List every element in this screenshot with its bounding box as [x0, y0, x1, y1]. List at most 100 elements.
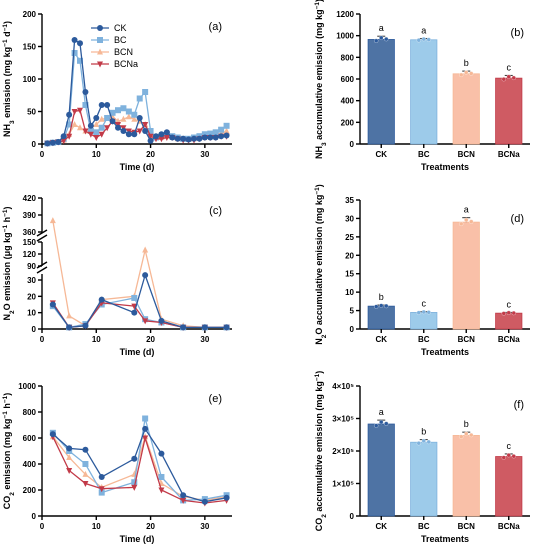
data-point-CK [87, 122, 94, 129]
replicate-dot-BC [426, 310, 431, 315]
significance-letter-BC: a [421, 25, 426, 35]
bar-CK [367, 39, 395, 145]
data-point-BCNa [60, 138, 67, 145]
y-tick-label: 30 [27, 276, 36, 285]
data-point-CK [158, 450, 165, 457]
legend-label-BC: BC [114, 35, 127, 45]
y-axis-label: N2O accumulative emission (mg kg−1) [314, 184, 328, 345]
replicate-dot-BC [421, 438, 426, 444]
bar-BC [410, 312, 438, 330]
data-point-CK [201, 134, 208, 141]
label-part: −1 [2, 24, 9, 32]
data-point-BCN [66, 312, 73, 319]
significance-letter-BCNa: c [507, 299, 512, 309]
panel-label: (f) [514, 399, 524, 411]
y-tick-label: 10 [27, 309, 36, 318]
y-tick-label: 4×10⁵ [332, 382, 354, 391]
panel-label: (b) [511, 27, 524, 39]
significance-letter-BCN: b [464, 58, 469, 68]
significance-letter-CK: a [379, 407, 384, 417]
x-axis-label: Treatments [421, 534, 469, 544]
data-point-BC [77, 57, 83, 64]
data-point-BCN [98, 115, 105, 122]
label-part: CO [314, 518, 324, 532]
series-line-BC [52, 418, 227, 502]
x-tick-label: 10 [92, 150, 101, 159]
data-point-BCNa [77, 107, 83, 114]
data-point-CK [196, 135, 203, 142]
significance-letter-BCNa: c [507, 62, 512, 72]
axis-break-mark [36, 229, 48, 237]
data-point-BC [98, 124, 105, 131]
x-tick-label-BC: BC [418, 522, 430, 531]
data-point-CK [115, 124, 121, 131]
data-point-BC [223, 122, 230, 129]
data-point-CK [82, 89, 89, 95]
replicate-dot-BCN [469, 71, 474, 76]
data-point-BC [98, 489, 105, 496]
label-part: 2 [9, 492, 16, 496]
data-point-BCNa [180, 497, 187, 504]
x-tick-label: 0 [40, 522, 45, 531]
x-tick-label-BCNa: BCNa [498, 522, 520, 531]
axis-break-mark [36, 266, 48, 274]
label-part: d [2, 31, 12, 39]
panel-label: (a) [209, 21, 222, 33]
y-tick-label: 420 [23, 194, 37, 203]
replicate-dot-CK [379, 419, 384, 425]
series-line-BCNa [52, 435, 227, 504]
series-line-BCNa [52, 302, 227, 329]
data-point-BCNa [142, 318, 149, 325]
label-part: −1 [2, 39, 9, 47]
data-point-BCN [66, 454, 73, 460]
data-point-BC [93, 129, 100, 136]
x-tick-label: 20 [146, 335, 155, 344]
data-point-CK [207, 134, 214, 141]
x-tick-label: 10 [92, 335, 101, 344]
label-part: N [314, 338, 324, 345]
y-tick-label: 800 [23, 408, 37, 417]
replicate-dot-BCN [469, 432, 474, 438]
data-point-CK [131, 309, 138, 316]
line-chart-(e): 0 200 400 600 800 1000 0 10 20 30 Time (d) CO2 emis… [2, 382, 232, 544]
data-point-BCNa [87, 131, 94, 138]
label-part: O emission (μg kg [2, 232, 12, 310]
replicate-dot-BC [416, 310, 421, 315]
y-tick-label: 3×10⁵ [332, 415, 354, 424]
legend-label-CK: CK [114, 23, 127, 33]
legend: CK BC BCN BCNa [91, 23, 138, 69]
data-point-BCNa [82, 128, 89, 135]
data-point-CK [201, 324, 208, 331]
axis-break-mark [36, 234, 48, 242]
x-axis-label: Time (d) [120, 347, 155, 357]
data-point-CK [180, 492, 187, 499]
bar-BCNa [495, 312, 523, 330]
x-tick-label-BCNa: BCNa [498, 335, 520, 344]
data-point-BCNa [98, 131, 105, 138]
replicate-dot-BC [421, 309, 426, 315]
data-point-CK [55, 139, 62, 146]
y-tick-label: 0 [32, 140, 37, 149]
data-point-BC [212, 129, 219, 136]
replicate-dot-BCNa [501, 311, 506, 316]
y-tick-label: 15 [345, 270, 354, 279]
data-point-BC [142, 89, 149, 95]
y-tick-label: 200 [341, 118, 355, 127]
data-point-CK [71, 37, 78, 43]
panel-label: (c) [209, 205, 222, 217]
significance-letter-BCNa: c [507, 441, 512, 451]
bar-BCN [452, 73, 480, 145]
data-point-BC [218, 126, 225, 133]
bar-chart-(f): 0 1×10⁵ 2×10⁵ 3×10⁵ 4×10⁵ a CK b BC b BCN c BCNa Trea… [314, 371, 530, 544]
data-point-BCN [82, 470, 89, 477]
data-point-CK [125, 131, 132, 138]
y-tick-label: 0 [32, 325, 37, 334]
significance-letter-BC: b [421, 427, 426, 437]
data-point-CK [49, 139, 56, 146]
replicate-dot-BC [416, 441, 421, 446]
label-part: emission (mg kg [2, 47, 12, 121]
y-tick-label: 400 [341, 97, 355, 106]
data-point-BCN [93, 121, 100, 127]
data-point-CK [98, 102, 105, 108]
panel-label: (d) [511, 213, 524, 225]
